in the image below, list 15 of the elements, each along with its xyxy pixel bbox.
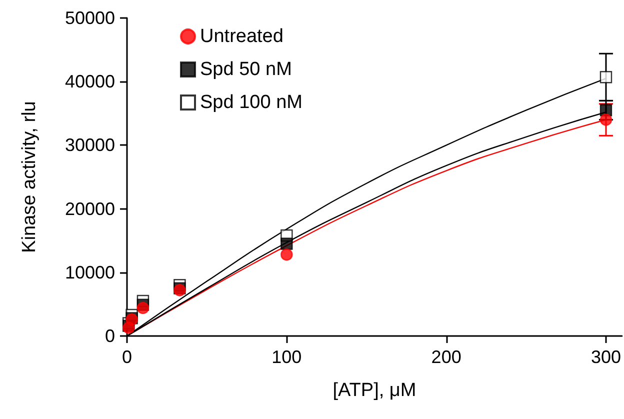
x-tick-label: 200 xyxy=(431,347,462,367)
x-tick-label: 100 xyxy=(272,347,302,367)
legend-label: Spd 50 nM xyxy=(200,59,292,80)
legend-label: Spd 100 nM xyxy=(200,92,302,113)
y-tick-label: 10000 xyxy=(64,262,115,282)
y-tick-label: 0 xyxy=(104,326,115,346)
y-tick-label: 30000 xyxy=(64,135,115,156)
y-tick-label: 20000 xyxy=(64,198,115,219)
x-tick-label: 0 xyxy=(122,347,132,367)
y-tick-label: 40000 xyxy=(64,72,115,92)
x-tick-label: 300 xyxy=(590,347,622,367)
legend-label: Untreated xyxy=(200,26,284,47)
y-tick-label: 50000 xyxy=(64,8,115,28)
x-axis-title: [ATP], μM xyxy=(332,380,416,401)
y-axis-title: Kinase activity, rlu xyxy=(19,101,40,253)
